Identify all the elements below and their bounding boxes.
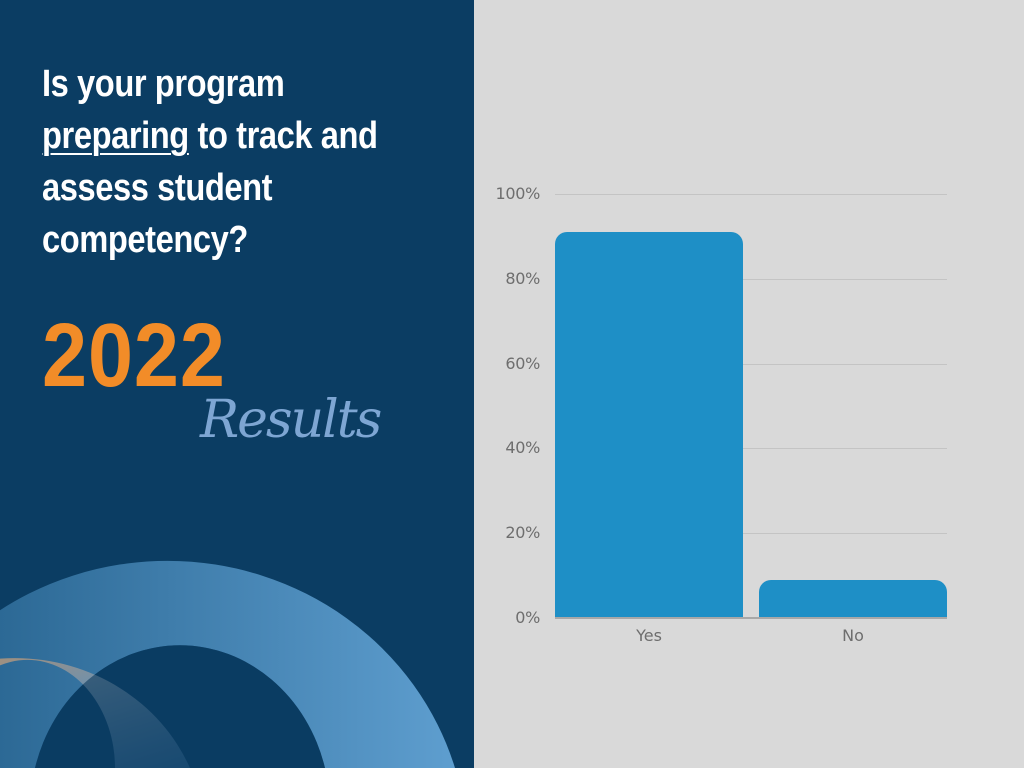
x-label-yes: Yes (636, 626, 662, 645)
x-label-no: No (842, 626, 864, 645)
question-heading: Is your program preparing to track and a… (42, 58, 412, 266)
underlined-word: preparing (42, 115, 189, 157)
question-line-2-rest: to track and (188, 115, 378, 157)
gridline-60 (555, 364, 947, 365)
question-line-2: preparing to track and (42, 110, 412, 162)
year-heading: 2022 (42, 306, 226, 406)
y-tick-80: 80% (505, 269, 540, 288)
gridline-80 (555, 279, 947, 280)
question-line-1: Is your program (42, 63, 285, 105)
gridline-100 (555, 194, 947, 195)
question-line-3: assess student (42, 167, 273, 209)
bar-chart: 100% 80% 60% 40% 20% 0% Yes No (474, 0, 1024, 768)
y-tick-60: 60% (505, 354, 540, 373)
results-script-subtitle: Results (200, 390, 382, 450)
gridline-20 (555, 533, 947, 534)
bar-yes (555, 232, 743, 618)
left-title-panel: Is your program preparing to track and a… (0, 0, 474, 768)
x-axis-baseline (555, 617, 947, 619)
gridline-40 (555, 448, 947, 449)
decorative-arcs-graphic (0, 560, 455, 768)
y-tick-40: 40% (505, 438, 540, 457)
y-tick-20: 20% (505, 523, 540, 542)
y-tick-100: 100% (495, 184, 540, 203)
y-tick-0: 0% (515, 608, 540, 627)
bar-no (759, 580, 947, 618)
question-line-4: competency? (42, 219, 248, 261)
